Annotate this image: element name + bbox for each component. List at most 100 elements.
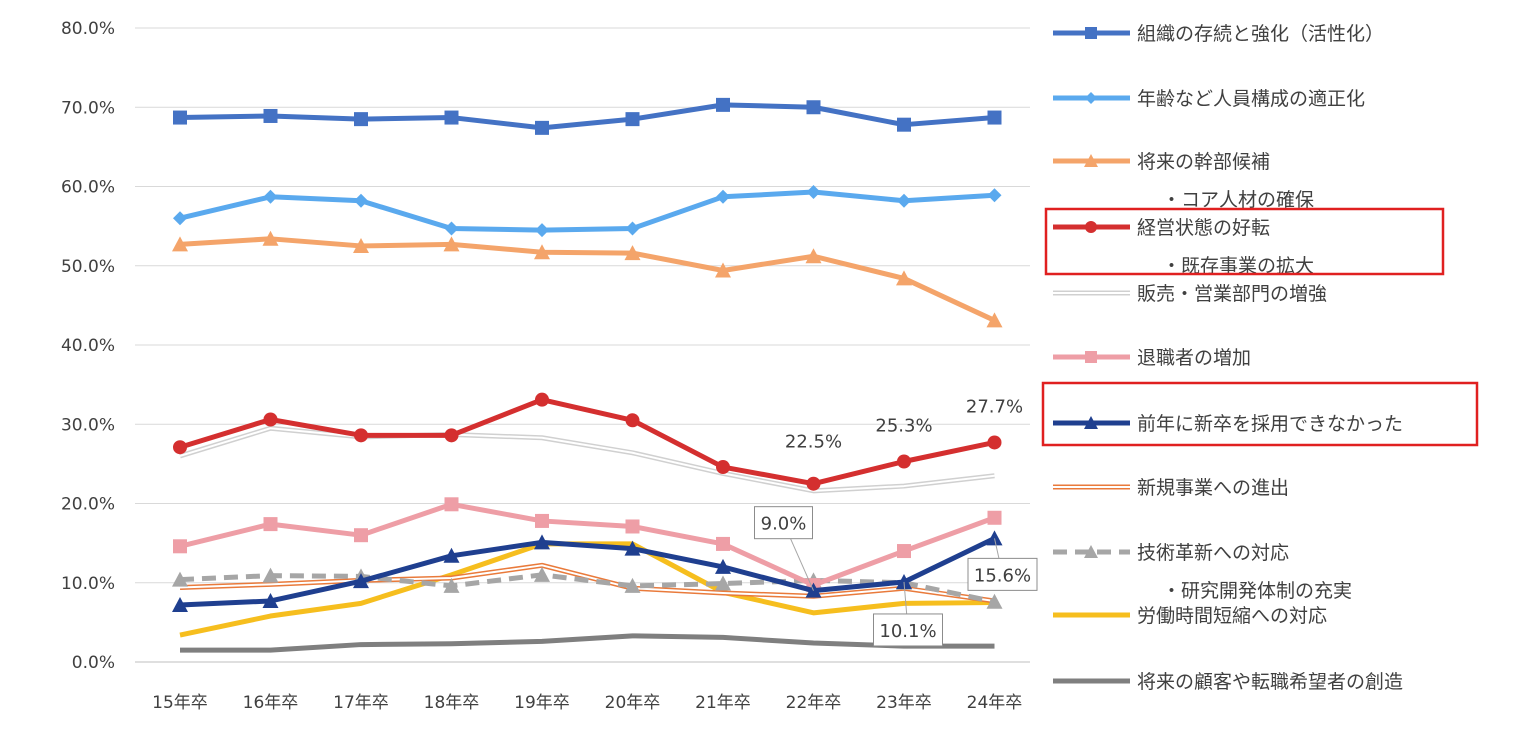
legend-label-line2: ・コア人材の確保 [1162,189,1314,211]
legend-label: 将来の幹部候補 [1137,151,1270,173]
y-tick-label: 80.0% [61,19,115,39]
data-label: 27.7% [966,396,1023,417]
point-marker [1085,351,1097,363]
series-5 [179,425,995,494]
data-label-box [967,557,1038,591]
point-marker [354,528,368,543]
point-marker [1084,154,1098,167]
series-11 [180,633,995,653]
y-axis-ticks: 0.0% 10.0% 20.0% 30.0% 40.0% 50.0% 60.0% 70.0% 8… [61,19,115,673]
point-marker [897,193,911,208]
x-tick-label: 20年卒 [605,693,661,713]
data-label: 9.0% [761,514,807,535]
point-marker [897,117,911,132]
point-marker [444,428,459,443]
legend-item: 年齢など人員構成の適正化 [1053,88,1365,110]
point-marker [896,270,912,286]
point-marker [716,536,730,551]
point-marker [535,120,549,135]
series-8 [179,562,995,604]
y-tick-label: 20.0% [61,495,115,515]
x-tick-label: 15年卒 [152,693,208,713]
highlight-box [1044,207,1445,276]
legend-label: 前年に新卒を採用できなかった [1137,413,1403,435]
point-marker [1085,92,1097,104]
point-marker [624,577,641,593]
point-marker [987,435,1002,450]
data-label: 25.3% [875,415,932,436]
highlight-box [1041,381,1479,447]
point-marker [624,540,641,556]
series-7 [172,530,1003,612]
point-marker [535,223,549,238]
x-axis-ticks: 15年卒 16年卒 17年卒 18年卒 19年卒 20年卒 21年卒 22年卒 23年卒 24年卒 [152,693,1022,713]
point-marker [263,189,278,204]
point-marker [172,236,188,252]
point-marker [715,575,731,591]
data-labels: 22.5% 25.3% 27.7% 9.0% 10.1% 15.6% [754,396,1038,647]
point-marker [715,558,731,574]
point-marker [625,221,640,236]
point-marker [715,262,731,278]
x-tick-label: 22年卒 [786,693,842,713]
legend-label: 販売・営業部門の増強 [1137,283,1327,305]
point-marker [1085,221,1097,233]
data-label: 10.1% [879,621,936,642]
y-tick-label: 10.0% [61,574,115,594]
point-marker [444,221,459,236]
legend-label: 組織の存続と強化（活性化） [1137,23,1384,45]
series-3 [172,230,1003,328]
point-marker [353,237,369,253]
y-tick-label: 70.0% [61,98,115,118]
point-marker [263,412,278,427]
point-marker [534,244,550,260]
point-marker [806,185,821,200]
point-marker [443,236,460,252]
x-tick-label: 17年卒 [333,693,389,713]
point-marker [444,110,459,125]
point-marker [444,497,459,512]
point-marker [262,567,279,583]
legend-label: 退職者の増加 [1137,347,1251,369]
legend-item: 前年に新卒を採用できなかった [1053,413,1403,435]
data-label: 22.5% [785,432,842,453]
point-marker [896,573,912,589]
point-marker [806,476,821,491]
point-marker [716,460,730,475]
point-marker [716,97,730,112]
point-marker [173,110,187,125]
point-marker [172,571,188,587]
legend-label: 労働時間短縮への対応 [1137,605,1327,627]
point-marker [987,110,1002,125]
legend-item: 経営状態の好転・既存事業の拡大 [1053,217,1314,277]
x-tick-label: 19年卒 [514,693,570,713]
series-2 [173,185,1002,238]
legend-label: 経営状態の好転 [1137,217,1270,239]
point-marker [624,245,641,261]
point-marker [262,230,279,246]
legend-label: 年齢など人員構成の適正化 [1137,88,1365,110]
x-tick-label: 18年卒 [424,693,480,713]
y-tick-label: 50.0% [61,257,115,277]
point-marker [173,440,187,455]
x-tick-label: 23年卒 [876,693,932,713]
point-marker [354,193,368,208]
point-marker [535,392,549,407]
legend-item: 販売・営業部門の増強 [1053,283,1327,305]
legend-label: 技術革新への対応 [1137,542,1289,564]
point-marker [263,517,278,532]
point-marker [987,188,1002,203]
point-marker [625,519,640,534]
point-marker [173,539,187,554]
data-label-box [754,506,813,540]
point-marker [1084,545,1098,558]
point-marker [262,592,279,608]
x-tick-label: 16年卒 [243,693,299,713]
point-marker [625,413,640,428]
legend: 組織の存続と強化（活性化） 年齢など人員構成の適正化将来の幹部候補・コア人材の確保… [1041,23,1479,693]
legend-label: 将来の顧客や転職希望者の創造 [1137,671,1403,693]
point-marker [534,566,550,582]
point-marker [535,513,549,528]
legend-item: 将来の顧客や転職希望者の創造 [1053,671,1403,693]
